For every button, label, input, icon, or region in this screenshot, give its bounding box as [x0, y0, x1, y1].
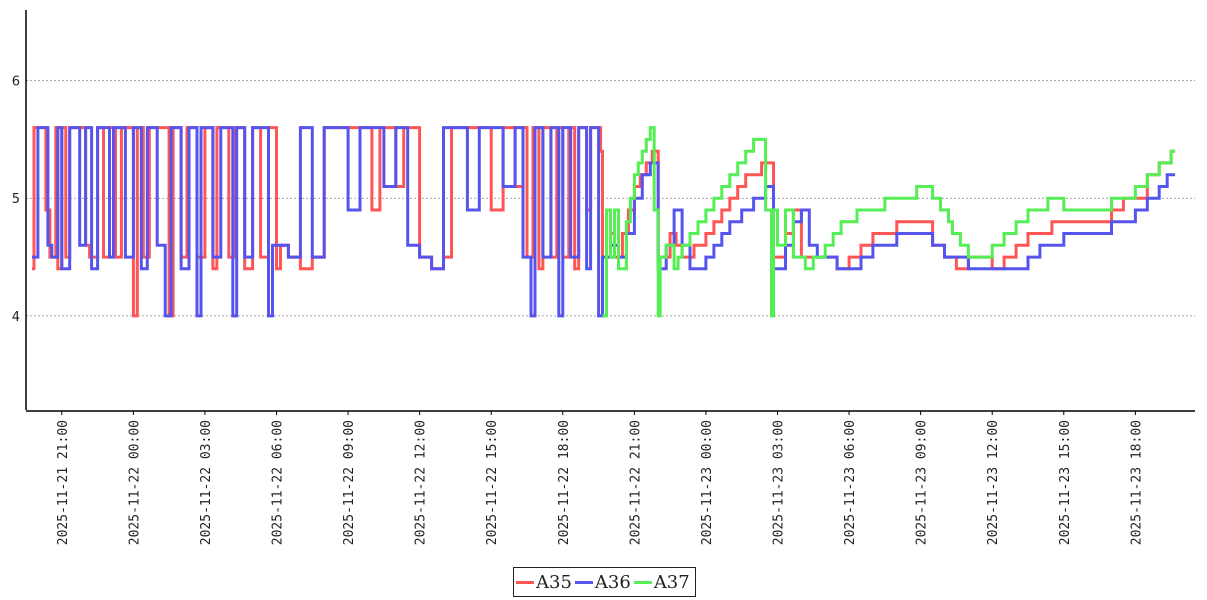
x-tick-label: 2025-11-23 06:00 — [843, 420, 858, 545]
y-tick-label: 6 — [12, 75, 20, 90]
x-tick-label: 2025-11-22 21:00 — [628, 420, 643, 545]
legend-item-A36: A36 — [574, 571, 631, 593]
y-tick-label: 4 — [12, 310, 20, 325]
x-tick-label: 2025-11-22 06:00 — [271, 420, 286, 545]
legend-swatch — [633, 580, 652, 584]
x-tick-label: 2025-11-23 18:00 — [1129, 420, 1144, 545]
x-tick-label: 2025-11-23 00:00 — [700, 420, 715, 545]
x-tick-label: 2025-11-23 15:00 — [1058, 420, 1073, 545]
legend-label: A36 — [594, 571, 631, 593]
x-tick-label: 2025-11-23 12:00 — [986, 420, 1001, 545]
x-tick-label: 2025-11-22 12:00 — [414, 420, 429, 545]
legend: A35 A36 A37 — [513, 567, 696, 597]
legend-label: A37 — [653, 571, 690, 593]
x-tick-labels: 2025-11-21 21:00 2025-11-22 00:00 2025-11-… — [56, 411, 1144, 545]
y-tick-label: 5 — [12, 192, 20, 207]
x-tick-label: 2025-11-22 15:00 — [485, 420, 500, 545]
x-tick-label: 2025-11-22 18:00 — [557, 420, 572, 545]
x-tick-label: 2025-11-23 09:00 — [915, 420, 930, 545]
series-lines — [32, 126, 1176, 318]
series-line-A36 — [32, 126, 1176, 318]
legend-swatch — [574, 580, 593, 584]
gridlines — [26, 80, 1195, 317]
x-tick-label: 2025-11-22 03:00 — [199, 420, 214, 545]
legend-item-A37: A37 — [633, 571, 690, 593]
legend-label: A35 — [536, 571, 572, 593]
axes — [25, 10, 1195, 412]
legend-item-A35: A35 — [516, 572, 572, 593]
x-tick-label: 2025-11-23 03:00 — [772, 420, 787, 545]
legend-swatch — [516, 580, 534, 584]
x-tick-label: 2025-11-22 09:00 — [342, 420, 357, 545]
x-tick-label: 2025-11-22 00:00 — [127, 420, 142, 545]
y-tick-labels: 4 5 6 — [12, 75, 20, 325]
series-line-A37 — [602, 126, 1176, 318]
x-tick-label: 2025-11-21 21:00 — [56, 420, 71, 545]
